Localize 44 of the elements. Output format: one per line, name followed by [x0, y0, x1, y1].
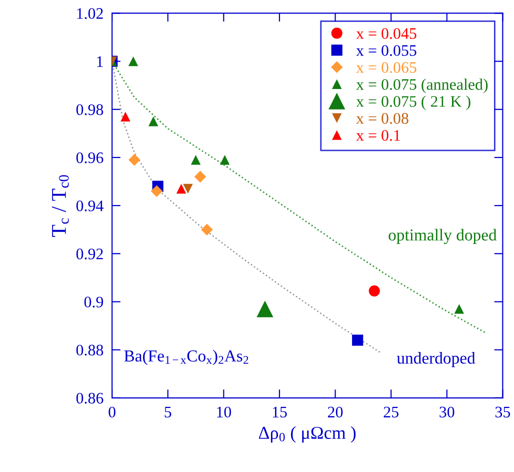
x-tick-label: 20 — [328, 406, 343, 418]
y-tick-label: 0.9 — [84, 296, 104, 308]
y-tick-label: 0.88 — [76, 344, 104, 356]
point — [368, 285, 380, 296]
x-tick-label: 15 — [272, 406, 287, 418]
x-tick-label: 5 — [164, 406, 172, 418]
annotation: optimally doped — [388, 228, 497, 244]
x-tick-label: 0 — [108, 406, 116, 418]
x-axis-title: Δρ$_{0}$ ( μΩcm ) — [258, 426, 356, 443]
point — [256, 300, 274, 318]
y-tick-label: 0.86 — [76, 392, 104, 404]
y-tick-label: 0.96 — [76, 152, 104, 164]
y-tick-label: 0.98 — [76, 104, 104, 116]
y-axis-title: T$_{c}$ / T$_{c0}$ — [52, 175, 69, 237]
point — [148, 116, 158, 126]
point — [201, 224, 213, 236]
x-tick-label: 30 — [440, 406, 454, 418]
point — [120, 112, 130, 122]
legend-label: x = 0.1 — [356, 130, 400, 141]
legend-label: x = 0.065 — [356, 62, 416, 73]
legend-label: x = 0.045 — [356, 28, 416, 39]
legend-label: x = 0.08 — [356, 113, 408, 124]
point — [190, 155, 201, 165]
y-tick-label: 0.92 — [76, 248, 103, 260]
point — [454, 304, 464, 314]
annotation: underdoped — [396, 352, 476, 368]
point — [176, 184, 186, 194]
y-tick-label: 1.02 — [77, 8, 103, 19]
point — [352, 334, 364, 346]
x-tick-label: 35 — [495, 406, 510, 418]
point — [150, 185, 163, 198]
point — [128, 154, 140, 166]
point — [220, 155, 230, 165]
legend-label: x = 0.075 (annealed) — [356, 78, 488, 94]
y-tick-label: 0.94 — [76, 200, 104, 212]
annotation: Ba(Fe$_{1−x}$Co$_{x}$)$_{2}$As$_{2}$ — [124, 350, 248, 365]
legend-label: x = 0.055 — [356, 45, 416, 56]
legend-label: x = 0.075 ( 21 K ) — [356, 96, 470, 110]
y-tick-label: 1 — [97, 56, 103, 67]
point — [128, 56, 138, 66]
x-tick-label: 25 — [384, 406, 398, 418]
point — [183, 184, 193, 194]
x-tick-label: 10 — [217, 406, 232, 418]
point — [194, 170, 206, 183]
